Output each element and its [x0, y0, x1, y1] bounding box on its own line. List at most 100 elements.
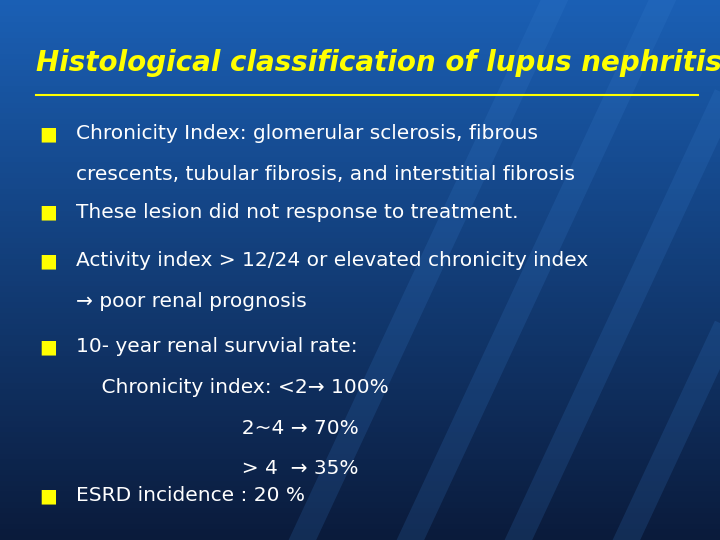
Bar — [0, 524, 720, 529]
Bar — [0, 535, 720, 540]
Bar — [0, 513, 720, 518]
Bar — [0, 481, 720, 486]
Bar — [0, 65, 720, 70]
Bar — [0, 232, 720, 238]
Text: ■: ■ — [40, 124, 58, 143]
Bar — [0, 119, 720, 124]
Bar — [0, 378, 720, 383]
Bar — [0, 265, 720, 270]
Text: Chronicity index: <2→ 100%: Chronicity index: <2→ 100% — [76, 378, 388, 397]
Bar — [0, 248, 720, 254]
Bar — [0, 427, 720, 432]
Bar — [0, 297, 720, 302]
Text: ■: ■ — [40, 338, 58, 356]
Bar — [0, 373, 720, 378]
Text: → poor renal prognosis: → poor renal prognosis — [76, 292, 306, 310]
Bar — [0, 162, 720, 167]
Bar — [0, 464, 720, 470]
Bar — [0, 432, 720, 437]
Bar — [0, 508, 720, 513]
Bar — [0, 200, 720, 205]
Bar — [0, 416, 720, 421]
Bar — [0, 308, 720, 313]
Bar — [0, 70, 720, 76]
Bar — [0, 329, 720, 335]
Bar — [0, 486, 720, 491]
Bar — [0, 367, 720, 373]
Bar — [0, 286, 720, 292]
Text: ■: ■ — [40, 486, 58, 505]
Bar — [0, 400, 720, 405]
Bar — [0, 173, 720, 178]
Bar — [0, 421, 720, 427]
Bar — [0, 362, 720, 367]
Bar — [0, 5, 720, 11]
Bar — [0, 243, 720, 248]
Bar — [0, 135, 720, 140]
Bar — [0, 211, 720, 216]
Text: > 4  → 35%: > 4 → 35% — [76, 459, 358, 478]
Bar — [0, 0, 720, 5]
Bar — [0, 103, 720, 108]
Bar — [0, 502, 720, 508]
Bar — [0, 167, 720, 173]
Bar — [0, 49, 720, 54]
Bar — [0, 437, 720, 443]
Bar — [0, 529, 720, 535]
Bar — [0, 140, 720, 146]
Bar — [0, 130, 720, 135]
Bar — [0, 335, 720, 340]
Bar — [0, 97, 720, 103]
Bar — [0, 351, 720, 356]
Bar — [0, 518, 720, 524]
Bar — [0, 43, 720, 49]
Bar — [0, 124, 720, 130]
Bar — [0, 459, 720, 464]
Bar — [0, 216, 720, 221]
Bar — [0, 259, 720, 265]
Bar — [0, 22, 720, 27]
Bar — [0, 389, 720, 394]
Bar — [0, 302, 720, 308]
Text: 10- year renal survvial rate:: 10- year renal survvial rate: — [76, 338, 357, 356]
Bar — [0, 313, 720, 319]
Bar — [0, 443, 720, 448]
Bar — [0, 270, 720, 275]
Text: ■: ■ — [40, 202, 58, 221]
Bar — [0, 448, 720, 454]
Text: ■: ■ — [40, 251, 58, 270]
Bar — [0, 27, 720, 32]
Bar — [0, 470, 720, 475]
Bar — [0, 108, 720, 113]
Bar — [0, 454, 720, 459]
Text: Activity index > 12/24 or elevated chronicity index: Activity index > 12/24 or elevated chron… — [76, 251, 588, 270]
Bar — [0, 151, 720, 157]
Bar — [0, 205, 720, 211]
Bar — [0, 356, 720, 362]
Bar — [0, 340, 720, 346]
Bar — [0, 410, 720, 416]
Text: crescents, tubular fibrosis, and interstitial fibrosis: crescents, tubular fibrosis, and interst… — [76, 165, 575, 184]
Bar — [0, 194, 720, 200]
Bar — [0, 157, 720, 162]
Bar — [0, 11, 720, 16]
Bar — [0, 54, 720, 59]
Bar — [0, 275, 720, 281]
Bar — [0, 292, 720, 297]
Bar — [0, 16, 720, 22]
Bar — [0, 38, 720, 43]
Bar — [0, 281, 720, 286]
Bar — [0, 383, 720, 389]
Bar — [0, 475, 720, 481]
Bar — [0, 189, 720, 194]
Bar — [0, 346, 720, 351]
Bar — [0, 221, 720, 227]
Text: 2~4 → 70%: 2~4 → 70% — [76, 418, 359, 437]
Text: These lesion did not response to treatment.: These lesion did not response to treatme… — [76, 202, 518, 221]
Bar — [0, 394, 720, 400]
Bar — [0, 227, 720, 232]
Bar — [0, 92, 720, 97]
Bar — [0, 254, 720, 259]
Bar — [0, 86, 720, 92]
Text: ESRD incidence : 20 %: ESRD incidence : 20 % — [76, 486, 305, 505]
